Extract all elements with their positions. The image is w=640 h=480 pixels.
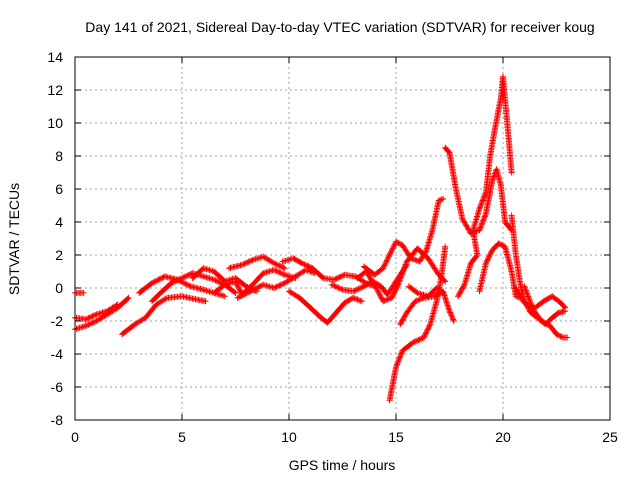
grid: [75, 57, 610, 420]
data-track: [405, 283, 447, 300]
axis-ticks: 0 5 10 15 20 25 -8 -6 -4 -2 0 2 4 6 8 10 12 14: [47, 49, 618, 445]
data-point-markers: [521, 283, 571, 341]
data-point-markers: [286, 288, 365, 326]
data-track: [508, 212, 569, 328]
data-point-markers: [234, 266, 318, 301]
data-point-markers: [72, 289, 87, 296]
chart-title: Day 141 of 2021, Sidereal Day-to-day VTE…: [85, 19, 594, 35]
data-track: [226, 253, 288, 272]
data-track: [455, 73, 515, 300]
x-tick-label: 0: [71, 429, 79, 445]
data-point-markers: [226, 253, 288, 272]
y-tick-label: -2: [51, 313, 64, 329]
data-point-markers: [386, 243, 449, 404]
x-tick-label: 25: [602, 429, 618, 445]
data-track: [521, 283, 571, 341]
x-tick-label: 20: [495, 429, 511, 445]
y-tick-label: -4: [51, 346, 64, 362]
y-tick-label: 2: [55, 247, 63, 263]
data-point-markers: [279, 255, 378, 290]
y-tick-label: 8: [55, 148, 63, 164]
data-point-markers: [119, 293, 209, 338]
data-track: [386, 243, 449, 404]
data-track: [234, 266, 318, 301]
data-point-markers: [405, 283, 447, 300]
data-track: [286, 288, 365, 326]
x-axis-label: GPS time / hours: [289, 457, 396, 473]
y-tick-label: -6: [51, 379, 64, 395]
y-axis-label: SDTVAR / TECUs: [6, 183, 22, 295]
x-tick-label: 5: [178, 429, 186, 445]
y-tick-label: 12: [47, 82, 63, 98]
data-track: [360, 195, 447, 278]
y-tick-label: -8: [51, 412, 64, 428]
data-track: [72, 289, 87, 296]
data-point-markers: [455, 73, 515, 300]
y-tick-label: 0: [55, 280, 63, 296]
x-tick-label: 15: [388, 429, 404, 445]
y-tick-label: 4: [55, 214, 63, 230]
data-track: [442, 144, 515, 237]
plot-frame: [74, 56, 611, 421]
data-point-markers: [442, 144, 515, 237]
data-track: [279, 255, 378, 290]
data-point-markers: [360, 195, 447, 278]
x-tick-label: 10: [281, 429, 297, 445]
data-track: [119, 293, 209, 338]
y-tick-label: 10: [47, 115, 63, 131]
y-tick-label: 14: [47, 49, 63, 65]
y-tick-label: 6: [55, 181, 63, 197]
data-point-markers: [508, 212, 569, 328]
data-series-sdtvar: [72, 73, 571, 404]
